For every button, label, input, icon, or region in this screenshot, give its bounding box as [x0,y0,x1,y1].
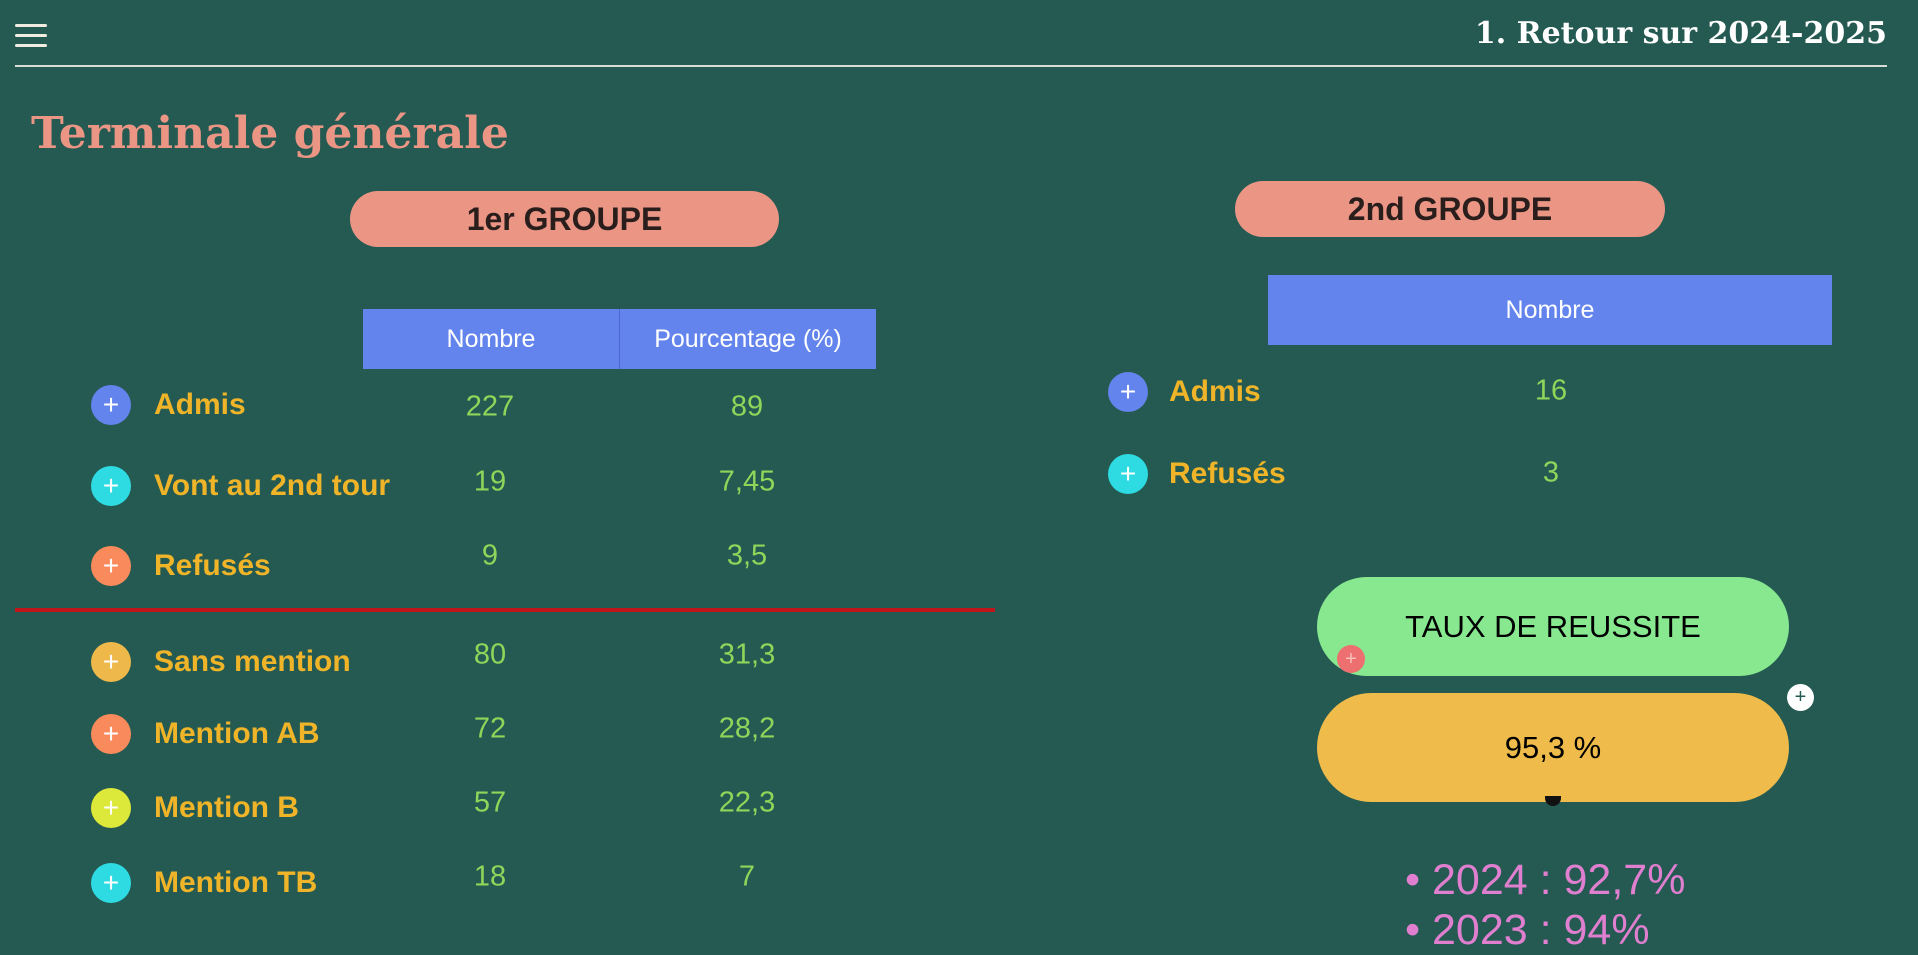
page-title: Terminale générale [31,108,509,159]
expand-plus-icon[interactable]: + [91,642,131,682]
bullet-icon: • [1405,906,1421,954]
expand-plus-icon[interactable]: + [91,714,131,754]
add-icon[interactable]: + [1337,645,1365,673]
expand-plus-icon[interactable]: + [91,788,131,828]
row-pourcentage: 22,3 [718,786,776,819]
row-nombre: 9 [481,539,499,572]
expand-plus-icon[interactable]: + [91,863,131,903]
row-nombre: 18 [473,860,507,893]
header-title: 1. Retour sur 2024-2025 [1474,16,1887,51]
header-divider [15,65,1887,67]
group2-title: 2nd GROUPE [1235,181,1665,237]
expand-plus-icon[interactable]: + [1108,372,1148,412]
expand-plus-icon[interactable]: + [91,385,131,425]
separator-line [15,608,995,612]
group2-header-nombre: Nombre [1268,275,1832,345]
row-label: Refusés [154,549,271,582]
row-label: Vont au 2nd tour [154,469,391,502]
row-label: Mention AB [154,717,320,750]
row-nombre: 80 [473,638,507,671]
row-nombre: 3 [1542,456,1560,489]
row-nombre: 72 [473,712,507,745]
history-text: 2024 : 92,7% [1432,856,1686,904]
history-text: 2023 : 94% [1432,906,1650,954]
success-rate-value-text: 95,3 % [1504,729,1602,765]
success-rate-label: TAUX DE REUSSITE [1317,577,1789,676]
history-item: • 2023 : 94% [1405,906,1650,955]
row-pourcentage: 7 [738,860,756,893]
row-pourcentage: 7,45 [718,465,776,498]
expand-plus-icon[interactable]: + [91,466,131,506]
row-pourcentage: 31,3 [718,638,776,671]
row-nombre: 227 [465,390,515,423]
row-nombre: 16 [1534,374,1568,407]
history-item: • 2024 : 92,7% [1405,856,1685,905]
success-rate-label-text: TAUX DE REUSSITE [1405,608,1701,644]
row-label: Sans mention [154,645,351,678]
success-rate-value: 95,3 % [1317,693,1789,802]
expand-plus-icon[interactable]: + [91,546,131,586]
row-label: Refusés [1169,457,1286,490]
row-label: Admis [154,388,246,421]
row-label: Mention B [154,791,299,824]
row-nombre: 19 [473,465,507,498]
add-icon[interactable]: + [1787,684,1814,711]
row-label: Mention TB [154,866,318,899]
group1-title: 1er GROUPE [350,191,779,247]
group1-header-nombre: Nombre [363,309,620,369]
row-pourcentage: 3,5 [726,539,768,572]
row-pourcentage: 89 [730,390,764,423]
row-pourcentage: 28,2 [718,712,776,745]
row-nombre: 57 [473,786,507,819]
expand-plus-icon[interactable]: + [1108,454,1148,494]
hamburger-menu-icon[interactable] [15,22,47,50]
group1-header-pourcentage: Pourcentage (%) [620,309,876,369]
bullet-icon: • [1405,856,1421,904]
row-label: Admis [1169,375,1261,408]
handle-dot[interactable] [1545,796,1561,806]
